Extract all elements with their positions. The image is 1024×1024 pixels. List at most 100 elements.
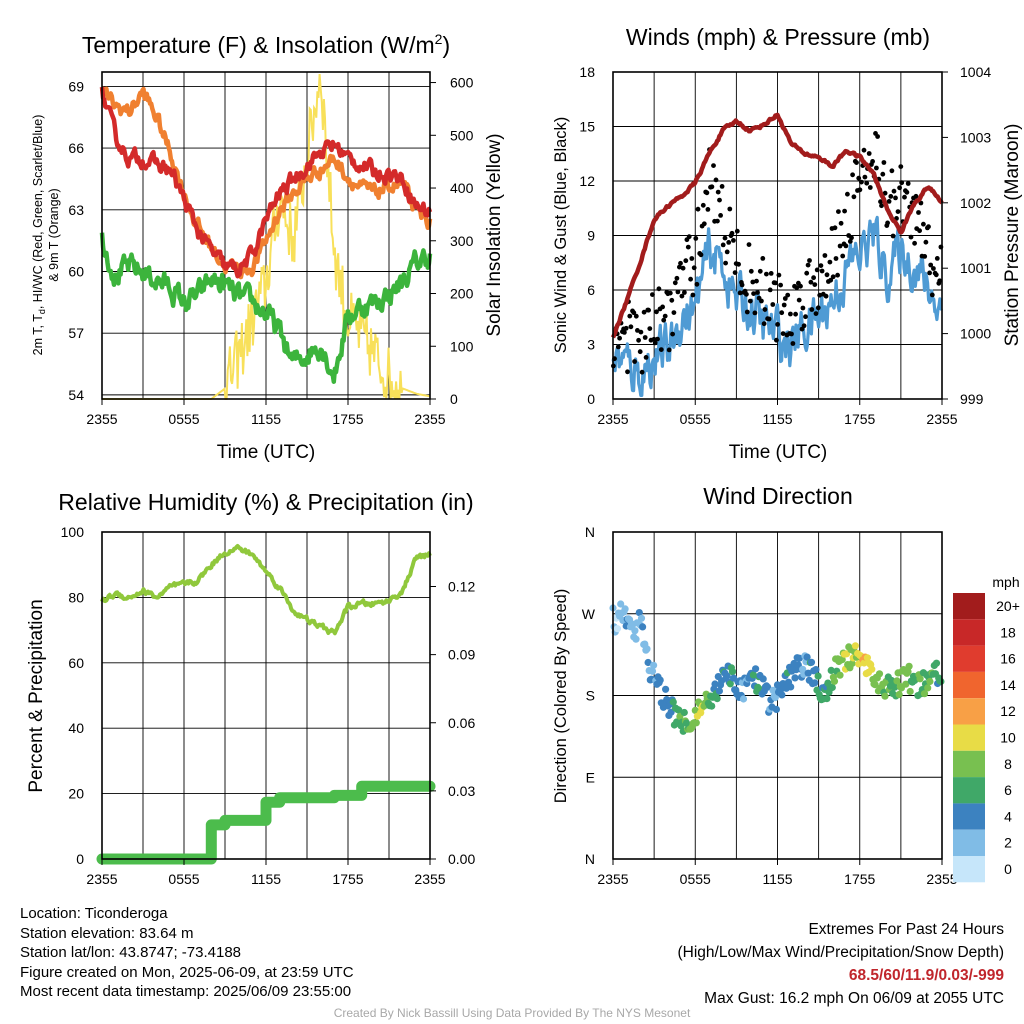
y-tick-label: 12 [579,173,595,189]
gust-point [899,180,905,186]
station-latlon: Station lat/lon: 43.8747; -73.4188 [20,944,242,961]
gust-point [779,310,785,316]
gust-point [709,184,715,190]
gust-point [817,292,823,298]
gust-point [622,330,627,335]
gust-point [688,276,693,282]
gust-point [757,268,763,274]
gust-point [617,335,622,341]
gust-point [724,249,730,255]
gust-point [785,292,791,298]
x-tick-label: 2355 [86,871,117,887]
speed-legend-swatch [953,671,985,699]
gust-point [680,265,686,271]
temperature-xlabel: Time (UTC) [217,442,316,463]
gust-point [798,283,803,289]
direction-point [675,706,683,714]
y2-tick-label: 300 [450,233,474,249]
gust-point [886,199,892,204]
gust-point [774,337,779,343]
gust-point [875,134,880,139]
gust-point [656,286,662,292]
extremes-heading: Extremes For Past 24 Hours [808,921,1004,938]
gust-point [661,317,667,323]
gust-point [776,272,782,278]
gust-point [631,310,637,316]
gust-point [689,256,695,261]
direction-point [848,659,856,668]
gust-point [867,185,873,190]
gust-point [695,206,701,212]
gust-point [893,195,898,201]
sonic-wind-line [611,215,943,397]
x-tick-label: 2355 [597,411,628,427]
y2-tick-label: 0.06 [448,715,475,731]
direction-point [669,698,677,706]
y-tick-label: 57 [68,325,84,341]
gust-point [917,228,922,234]
gust-point [767,287,773,293]
gust-point [778,282,783,288]
gust-point [837,243,843,249]
x-tick-label: 2355 [414,871,445,887]
gust-point [803,314,808,320]
gust-point [671,310,677,315]
gust-point [701,221,707,227]
gust-point [782,296,788,301]
gust-point [682,290,687,295]
rh-panel: Relative Humidity (%) & Precipitation (i… [26,489,475,887]
gust-point [889,168,895,174]
temperature-ylabel-line2: & 9m T (Orange) [47,188,61,281]
direction-point [631,627,639,635]
direction-point [812,666,820,674]
direction-point [838,656,846,664]
gust-point [754,278,759,284]
gust-point [832,225,838,231]
gust-point [842,208,847,214]
gust-point [796,297,802,303]
gust-point [874,165,879,171]
temp-9m-line [99,86,433,280]
direction-point [656,676,664,684]
x-tick-label: 2355 [926,411,957,427]
speed-legend-swatch [953,829,985,856]
gust-point [937,278,943,284]
gust-point [862,174,868,180]
gust-point [625,369,630,375]
y2-tick-label: 100 [450,338,474,354]
gust-point [761,321,767,327]
gust-point [838,220,844,226]
direction-point [920,690,929,698]
direction-tick-label: W [582,606,596,622]
gust-point [720,242,726,248]
gust-point [748,268,754,274]
speed-legend-swatch [953,750,985,778]
direction-point [632,635,640,643]
gust-point [685,244,691,250]
gust-point [715,189,721,195]
gust-point [750,279,756,285]
direction-point [764,683,772,691]
direction-point [749,671,758,679]
direction-point [863,654,872,662]
gust-point [646,307,651,313]
y2-tick-label: 400 [450,180,474,196]
direction-point [637,614,646,622]
direction-point [711,680,719,688]
gust-point [808,279,814,285]
direction-point [828,683,836,692]
extremes-block: Extremes For Past 24 Hours (High/Low/Max… [678,918,1005,1010]
speed-legend-swatch [953,698,985,725]
gust-point [812,282,818,287]
y-tick-label: 18 [579,64,595,80]
gust-point [744,309,750,315]
gust-point [843,243,849,249]
gust-point [655,336,660,342]
direction-tick-label: E [586,769,595,785]
gust-point [800,305,806,311]
gust-point [902,194,907,200]
gust-point [755,290,760,295]
gust-point [723,260,728,266]
direction-point [613,625,622,633]
y2-tick-label: 0 [450,391,458,407]
